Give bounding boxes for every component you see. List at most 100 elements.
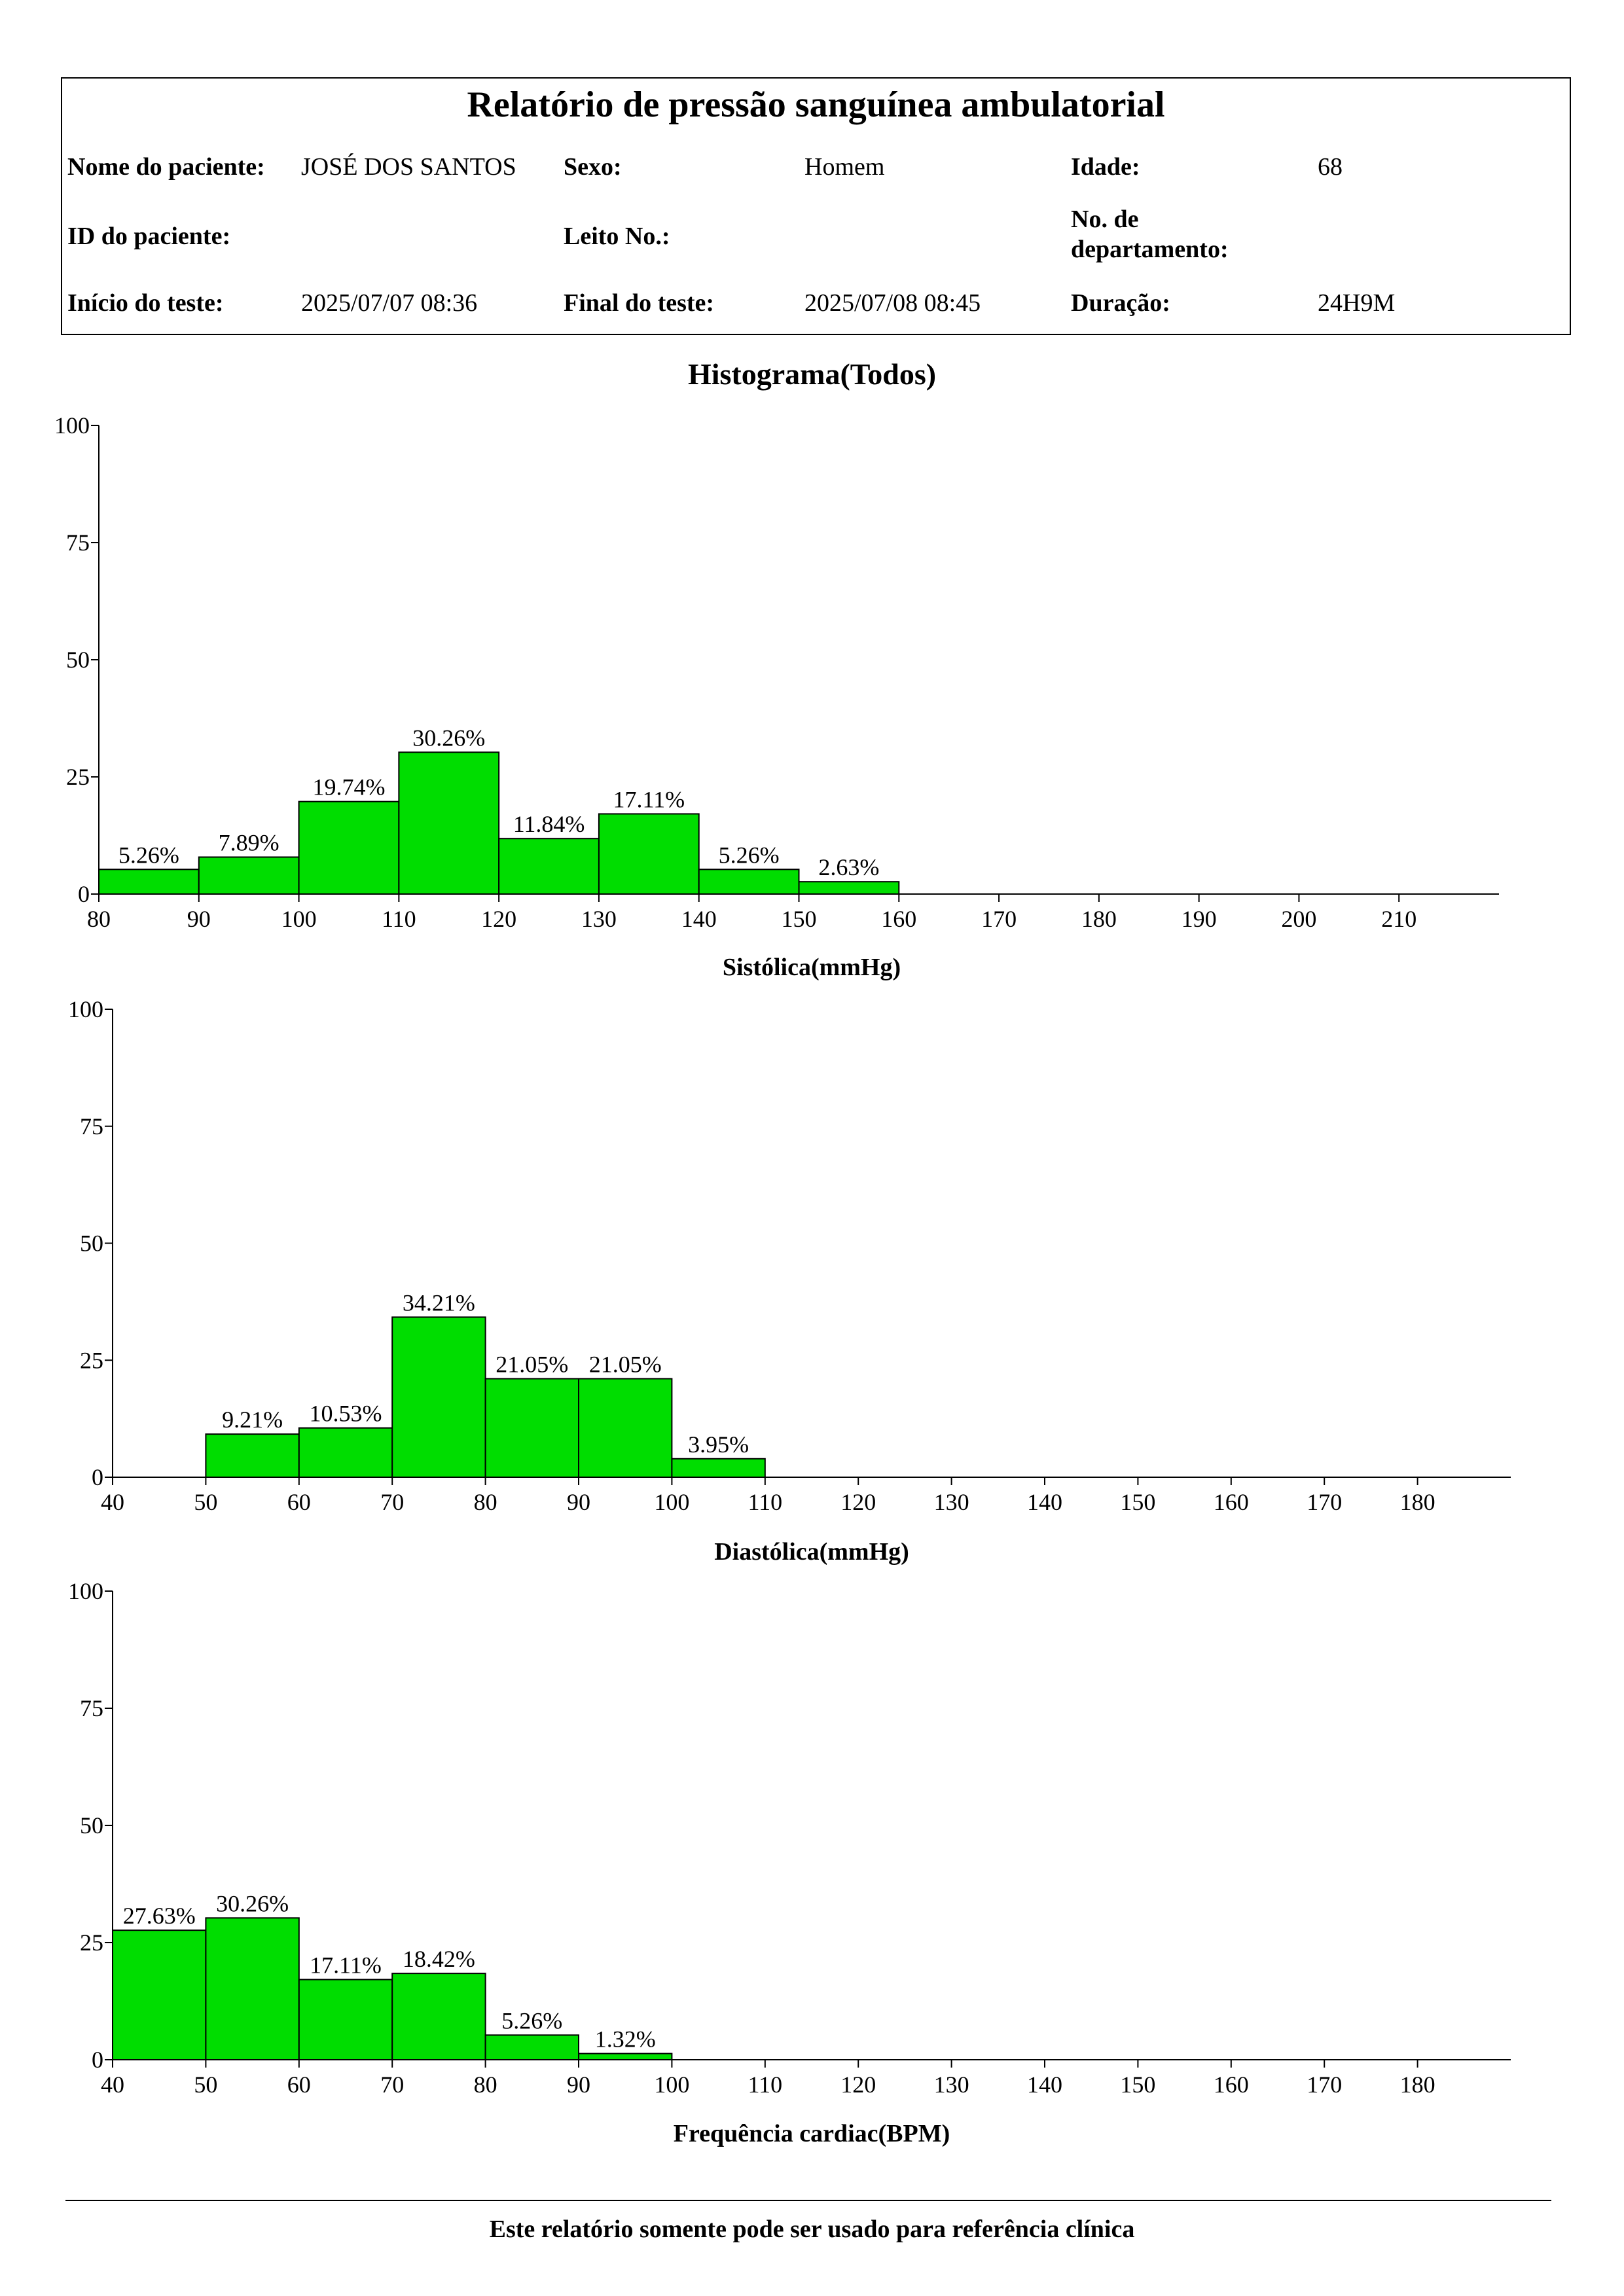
diastolic-bar — [484, 1378, 579, 1478]
systolic-x-tick-label: 100 — [281, 906, 317, 932]
diastolic-bar-value-label: 9.21% — [222, 1407, 283, 1433]
diastolic-y-tick-label: 25 — [80, 1347, 103, 1373]
diastolic-bar — [205, 1433, 300, 1478]
systolic-bar — [798, 881, 900, 895]
systolic-y-tick-label: 25 — [66, 764, 90, 790]
heart_rate-x-tick-label: 100 — [654, 2072, 689, 2098]
heart_rate-bar-value-label: 30.26% — [216, 1890, 289, 1916]
duration-label: Duração: — [1071, 289, 1170, 317]
diastolic-x-tick-label: 110 — [748, 1489, 782, 1515]
diastolic-x-tick-label: 130 — [934, 1489, 969, 1515]
report-title: Relatório de pressão sanguínea ambulator… — [467, 84, 1165, 125]
heart_rate-y-tick-label: 50 — [80, 1812, 103, 1839]
systolic-x-tick-label: 80 — [87, 906, 111, 932]
heart_rate-bar — [484, 2034, 579, 2060]
diastolic-bar — [578, 1378, 673, 1478]
systolic-x-tick-label: 110 — [382, 906, 416, 932]
heart_rate-x-tick-label: 170 — [1307, 2072, 1342, 2098]
systolic-y-tick-label: 100 — [54, 412, 90, 439]
diastolic-bar-value-label: 21.05% — [589, 1351, 662, 1377]
heart_rate-bar — [578, 2053, 673, 2061]
systolic-bar-value-label: 11.84% — [513, 811, 585, 837]
systolic-x-tick-label: 160 — [881, 906, 916, 932]
systolic-y-tick-label: 50 — [66, 647, 90, 673]
test-end-value: 2025/07/08 08:45 — [804, 289, 981, 317]
systolic-x-tick-label: 140 — [681, 906, 717, 932]
systolic-bar — [598, 813, 700, 895]
sex-label: Sexo: — [564, 153, 622, 181]
footer-divider — [65, 2200, 1551, 2201]
age-label: Idade: — [1071, 153, 1140, 181]
diastolic-x-tick-label: 70 — [380, 1489, 404, 1515]
diastolic-bar — [391, 1316, 486, 1479]
systolic-x-tick-label: 130 — [581, 906, 617, 932]
diastolic-bar-value-label: 10.53% — [310, 1401, 382, 1427]
systolic-x-tick-label: 120 — [481, 906, 516, 932]
systolic-bar-value-label: 2.63% — [818, 854, 879, 880]
systolic-bar — [198, 856, 300, 895]
diastolic-bar-value-label: 3.95% — [688, 1431, 749, 1458]
test-end-label: Final do teste: — [564, 289, 715, 317]
heart_rate-x-tick-label: 40 — [101, 2072, 124, 2098]
heart_rate-y-tick-label: 0 — [92, 2047, 103, 2073]
patient-name-label: Nome do paciente: — [67, 153, 265, 181]
systolic-bar — [698, 869, 800, 895]
diastolic-y-tick-label: 75 — [80, 1113, 103, 1139]
heart_rate-bar-value-label: 18.42% — [403, 1946, 475, 1972]
diastolic-bar-value-label: 21.05% — [496, 1351, 568, 1377]
heart_rate-x-tick-label: 150 — [1120, 2072, 1155, 2098]
duration-value: 24H9M — [1318, 289, 1396, 317]
heart_rate-x-tick-label: 70 — [380, 2072, 404, 2098]
diastolic-x-tick-label: 100 — [654, 1489, 689, 1515]
diastolic-x-tick-label: 80 — [474, 1489, 497, 1515]
heart_rate-bar-value-label: 17.11% — [310, 1952, 382, 1978]
systolic-bar — [298, 800, 400, 895]
diastolic-x-tick-label: 170 — [1307, 1489, 1342, 1515]
heart_rate-x-tick-label: 60 — [287, 2072, 311, 2098]
systolic-bar — [98, 869, 200, 895]
diastolic-x-tick-label: 140 — [1027, 1489, 1062, 1515]
heart_rate-y-tick-label: 75 — [80, 1695, 103, 1721]
heart_rate-x-tick-label: 180 — [1400, 2072, 1435, 2098]
systolic-x-tick-label: 210 — [1381, 906, 1416, 932]
systolic-x-tick-label: 170 — [981, 906, 1017, 932]
systolic-bar-value-label: 19.74% — [312, 774, 385, 800]
heart_rate-x-tick-label: 80 — [474, 2072, 497, 2098]
department-label-line1: No. de — [1071, 206, 1139, 233]
diastolic-bar — [671, 1458, 766, 1479]
footer-note: Este relatório somente pode ser usado pa… — [489, 2215, 1135, 2243]
diastolic-x-tick-label: 60 — [287, 1489, 311, 1515]
diastolic-x-tick-label: 160 — [1214, 1489, 1249, 1515]
patient-name-value: JOSÉ DOS SANTOS — [301, 153, 516, 181]
systolic-x-tick-label: 150 — [782, 906, 817, 932]
diastolic-x-tick-label: 120 — [840, 1489, 876, 1515]
diastolic-y-tick-label: 0 — [92, 1464, 103, 1490]
systolic-bar — [498, 838, 600, 895]
heart_rate-x-tick-label: 120 — [840, 2072, 876, 2098]
heart_rate-x-tick-label: 160 — [1214, 2072, 1249, 2098]
department-label: No. de departamento: — [1071, 204, 1229, 264]
test-start-label: Início do teste: — [67, 289, 224, 317]
systolic-bar-value-label: 7.89% — [219, 830, 280, 856]
diastolic-x-tick-label: 150 — [1120, 1489, 1155, 1515]
diastolic-y-tick-label: 50 — [80, 1230, 103, 1257]
heart_rate-bar — [298, 1979, 393, 2061]
systolic-bar-value-label: 5.26% — [118, 842, 179, 868]
heart_rate-bar-value-label: 5.26% — [501, 2007, 562, 2034]
test-start-value: 2025/07/07 08:36 — [301, 289, 478, 317]
systolic-x-tick-label: 180 — [1081, 906, 1117, 932]
heart_rate-x-tick-label: 140 — [1027, 2072, 1062, 2098]
heart_rate-bar — [391, 1973, 486, 2060]
department-label-line2: departamento: — [1071, 236, 1229, 263]
heart_rate-y-tick-label: 100 — [68, 1578, 103, 1604]
heart_rate-bar — [205, 1917, 300, 2060]
systolic-y-tick-label: 75 — [66, 529, 90, 556]
heart_rate-bar-value-label: 27.63% — [123, 1903, 196, 1929]
diastolic-y-tick-label: 100 — [68, 996, 103, 1022]
diastolic-x-tick-label: 40 — [101, 1489, 124, 1515]
diastolic-bar-value-label: 34.21% — [403, 1289, 475, 1316]
heart_rate-x-tick-label: 90 — [567, 2072, 590, 2098]
diastolic-x-tick-label: 180 — [1400, 1489, 1435, 1515]
systolic-bar — [398, 751, 500, 895]
sex-value: Homem — [804, 153, 885, 181]
